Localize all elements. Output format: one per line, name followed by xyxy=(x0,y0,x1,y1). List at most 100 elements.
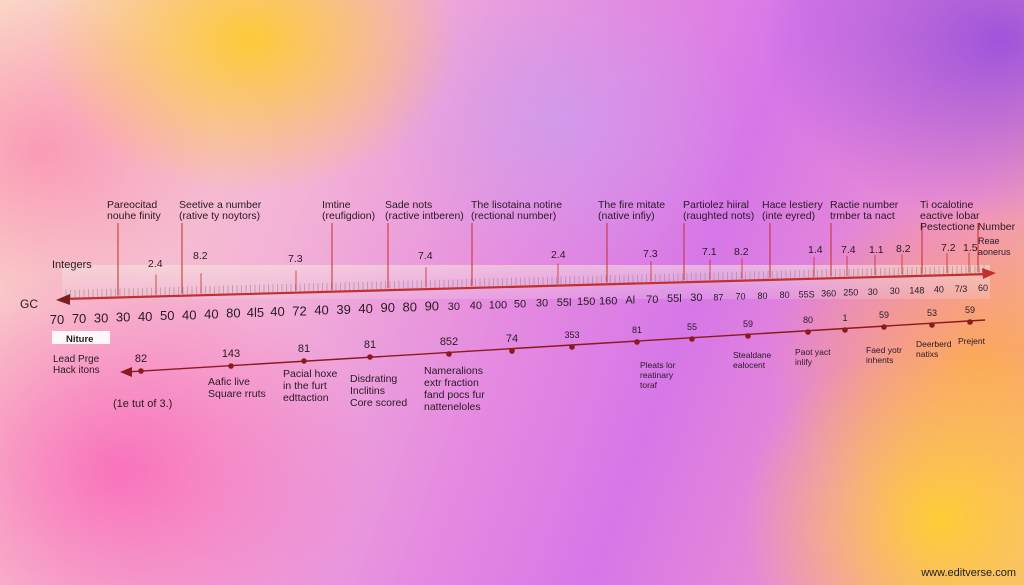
annotation-line: (raughted nots) xyxy=(683,210,754,222)
ruler-tick-label: 360 xyxy=(821,289,836,299)
ruler-tick-label: 30 xyxy=(116,310,130,325)
ruler-tick-label: 55l xyxy=(667,293,682,305)
upper-value: 1.4 xyxy=(808,244,823,256)
lower-value: 81 xyxy=(364,339,376,351)
annotation-line: in the furt xyxy=(283,380,327,392)
annotation-line: Pacial hoxe xyxy=(283,368,337,380)
lower-annotation: Deerberd natixs xyxy=(916,339,952,359)
lower-annotation: Stealdane ealocent xyxy=(733,350,772,370)
annotation-line: The fire mitate xyxy=(598,199,665,211)
lower-axis-dot xyxy=(367,354,373,360)
lower-value: 53 xyxy=(927,308,937,318)
lower-value: 74 xyxy=(506,333,518,345)
integers-label: Integers xyxy=(52,259,92,271)
ruler-tick-label: 80 xyxy=(226,306,240,321)
ruler-tick-label: 160 xyxy=(599,295,617,307)
top-annotation: Ti ocalotine eactive lobar Pestectione Num… xyxy=(920,199,1016,233)
lower-annotation: Prejent xyxy=(958,336,986,346)
lower-value: 81 xyxy=(632,325,642,335)
annotation-line: aonerus xyxy=(978,247,1011,257)
ruler-tick-label: 70 xyxy=(50,312,64,327)
ruler-tick-label: 30 xyxy=(690,292,702,304)
lower-axis-dot xyxy=(446,351,452,357)
lower-axis-dot xyxy=(634,339,640,345)
ruler-tick-label: 72 xyxy=(292,303,306,318)
ruler-tick-label: 90 xyxy=(380,300,394,315)
upper-value: 7.1 xyxy=(702,246,717,258)
annotation-line: inhents xyxy=(866,355,893,365)
niture-tag: Niture xyxy=(66,334,93,345)
lower-annotation: Disdrating Inclitins Core scored xyxy=(350,373,407,409)
upper-value: 7.3 xyxy=(643,248,658,260)
lower-axis-dot xyxy=(228,363,234,369)
lower-annotation: Faed yotr inhents xyxy=(866,345,902,365)
ruler-tick-label: 50 xyxy=(514,299,526,311)
annotation-line: Inclitins xyxy=(350,385,385,397)
top-annotation: Imtine (reufigdion) xyxy=(322,199,375,222)
annotation-line: (native infiy) xyxy=(598,210,655,222)
lower-axis-dot xyxy=(745,333,751,339)
ruler-tick-label: 90 xyxy=(425,299,439,314)
upper-value: 8.2 xyxy=(896,243,911,255)
lower-axis-dot xyxy=(842,327,848,333)
ruler-tick-label: 40 xyxy=(358,301,372,316)
ruler-tick-label: Al xyxy=(625,295,635,307)
annotation-line: eactive lobar xyxy=(920,210,980,222)
ruler-minor-ticks xyxy=(65,265,985,298)
annotation-line: Sade nots xyxy=(385,199,432,211)
lower-annotations: Aafic live Square rruts Pacial hoxe in the … xyxy=(208,336,986,413)
upper-value: 7.3 xyxy=(288,253,303,265)
ruler-tick-label: 30 xyxy=(94,310,108,325)
top-annotation: Ractie number trmber ta nact xyxy=(830,199,899,222)
lower-annotation: Nameralions extr fraction fand pocs fur nat… xyxy=(424,365,485,413)
annotation-line: fand pocs fur xyxy=(424,389,485,401)
top-annotation: Reae aonerus xyxy=(978,236,1011,257)
annotation-line: Partiolez hiiral xyxy=(683,199,749,211)
annotation-line: reatinary xyxy=(640,370,674,380)
upper-value: 8.2 xyxy=(734,246,749,258)
ruler-tick-label: 80 xyxy=(780,290,790,300)
lower-axis-dot xyxy=(509,348,515,354)
annotation-line: nouhe finity xyxy=(107,210,161,222)
ruler-tick-label: 30 xyxy=(448,301,460,313)
annotation-line: (reufigdion) xyxy=(322,210,375,222)
lower-axis-dot xyxy=(881,324,887,330)
annotation-line: (rative ty noytors) xyxy=(179,210,260,222)
lower-annotation: Paot yact inlify xyxy=(795,347,831,367)
ruler-tick-label: 250 xyxy=(843,288,858,298)
annotation-line: toraf xyxy=(640,380,658,390)
lower-value: 55 xyxy=(687,322,697,332)
annotation-line: Reae xyxy=(978,236,1000,246)
top-annotation: Seetive a number (rative ty noytors) xyxy=(179,199,262,222)
annotation-line: edttaction xyxy=(283,392,329,404)
annotation-line: Prejent xyxy=(958,336,986,346)
lower-values: 82 143 81 81 852 74 353 81 55 59 80 1 59 53 59 xyxy=(135,305,975,365)
annotation-line: trmber ta nact xyxy=(830,210,895,222)
annotation-line: inlify xyxy=(795,357,813,367)
lower-axis-dot xyxy=(929,322,935,328)
annotation-line: (rectional number) xyxy=(471,210,556,222)
annotation-line: The lisotaina notine xyxy=(471,199,562,211)
annotation-line: Deerberd xyxy=(916,339,952,349)
annotation-line: Hace lestiery xyxy=(762,199,823,211)
annotation-line: Pareocitad xyxy=(107,199,157,211)
annotation-line: (ractive intberen) xyxy=(385,210,464,222)
lower-value: 80 xyxy=(803,315,813,325)
upper-value: 2.4 xyxy=(148,258,163,270)
ruler-tick-label: 30 xyxy=(868,287,878,297)
lower-axis-line xyxy=(125,319,986,373)
ruler-tick-label: 40 xyxy=(204,307,218,322)
lower-axis-dot xyxy=(301,358,307,364)
lower-value: 143 xyxy=(222,348,240,360)
annotation-line: Disdrating xyxy=(350,373,397,385)
upper-value: 1.5 xyxy=(963,242,978,254)
ruler-tick-label: 70 xyxy=(646,294,658,306)
ruler-tick-label: 30 xyxy=(536,298,548,310)
annotation-line: Aafic live xyxy=(208,376,250,388)
lower-annotation: Aafic live Square rruts xyxy=(208,376,266,400)
lower-value: 59 xyxy=(743,319,753,329)
lower-axis xyxy=(120,319,986,377)
annotation-line: Pleats lor xyxy=(640,360,676,370)
ruler-tick-label: 40 xyxy=(270,304,284,319)
